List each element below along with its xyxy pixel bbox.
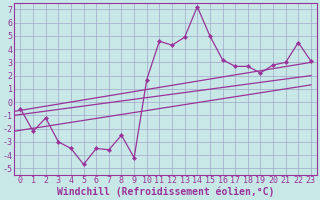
- X-axis label: Windchill (Refroidissement éolien,°C): Windchill (Refroidissement éolien,°C): [57, 187, 274, 197]
